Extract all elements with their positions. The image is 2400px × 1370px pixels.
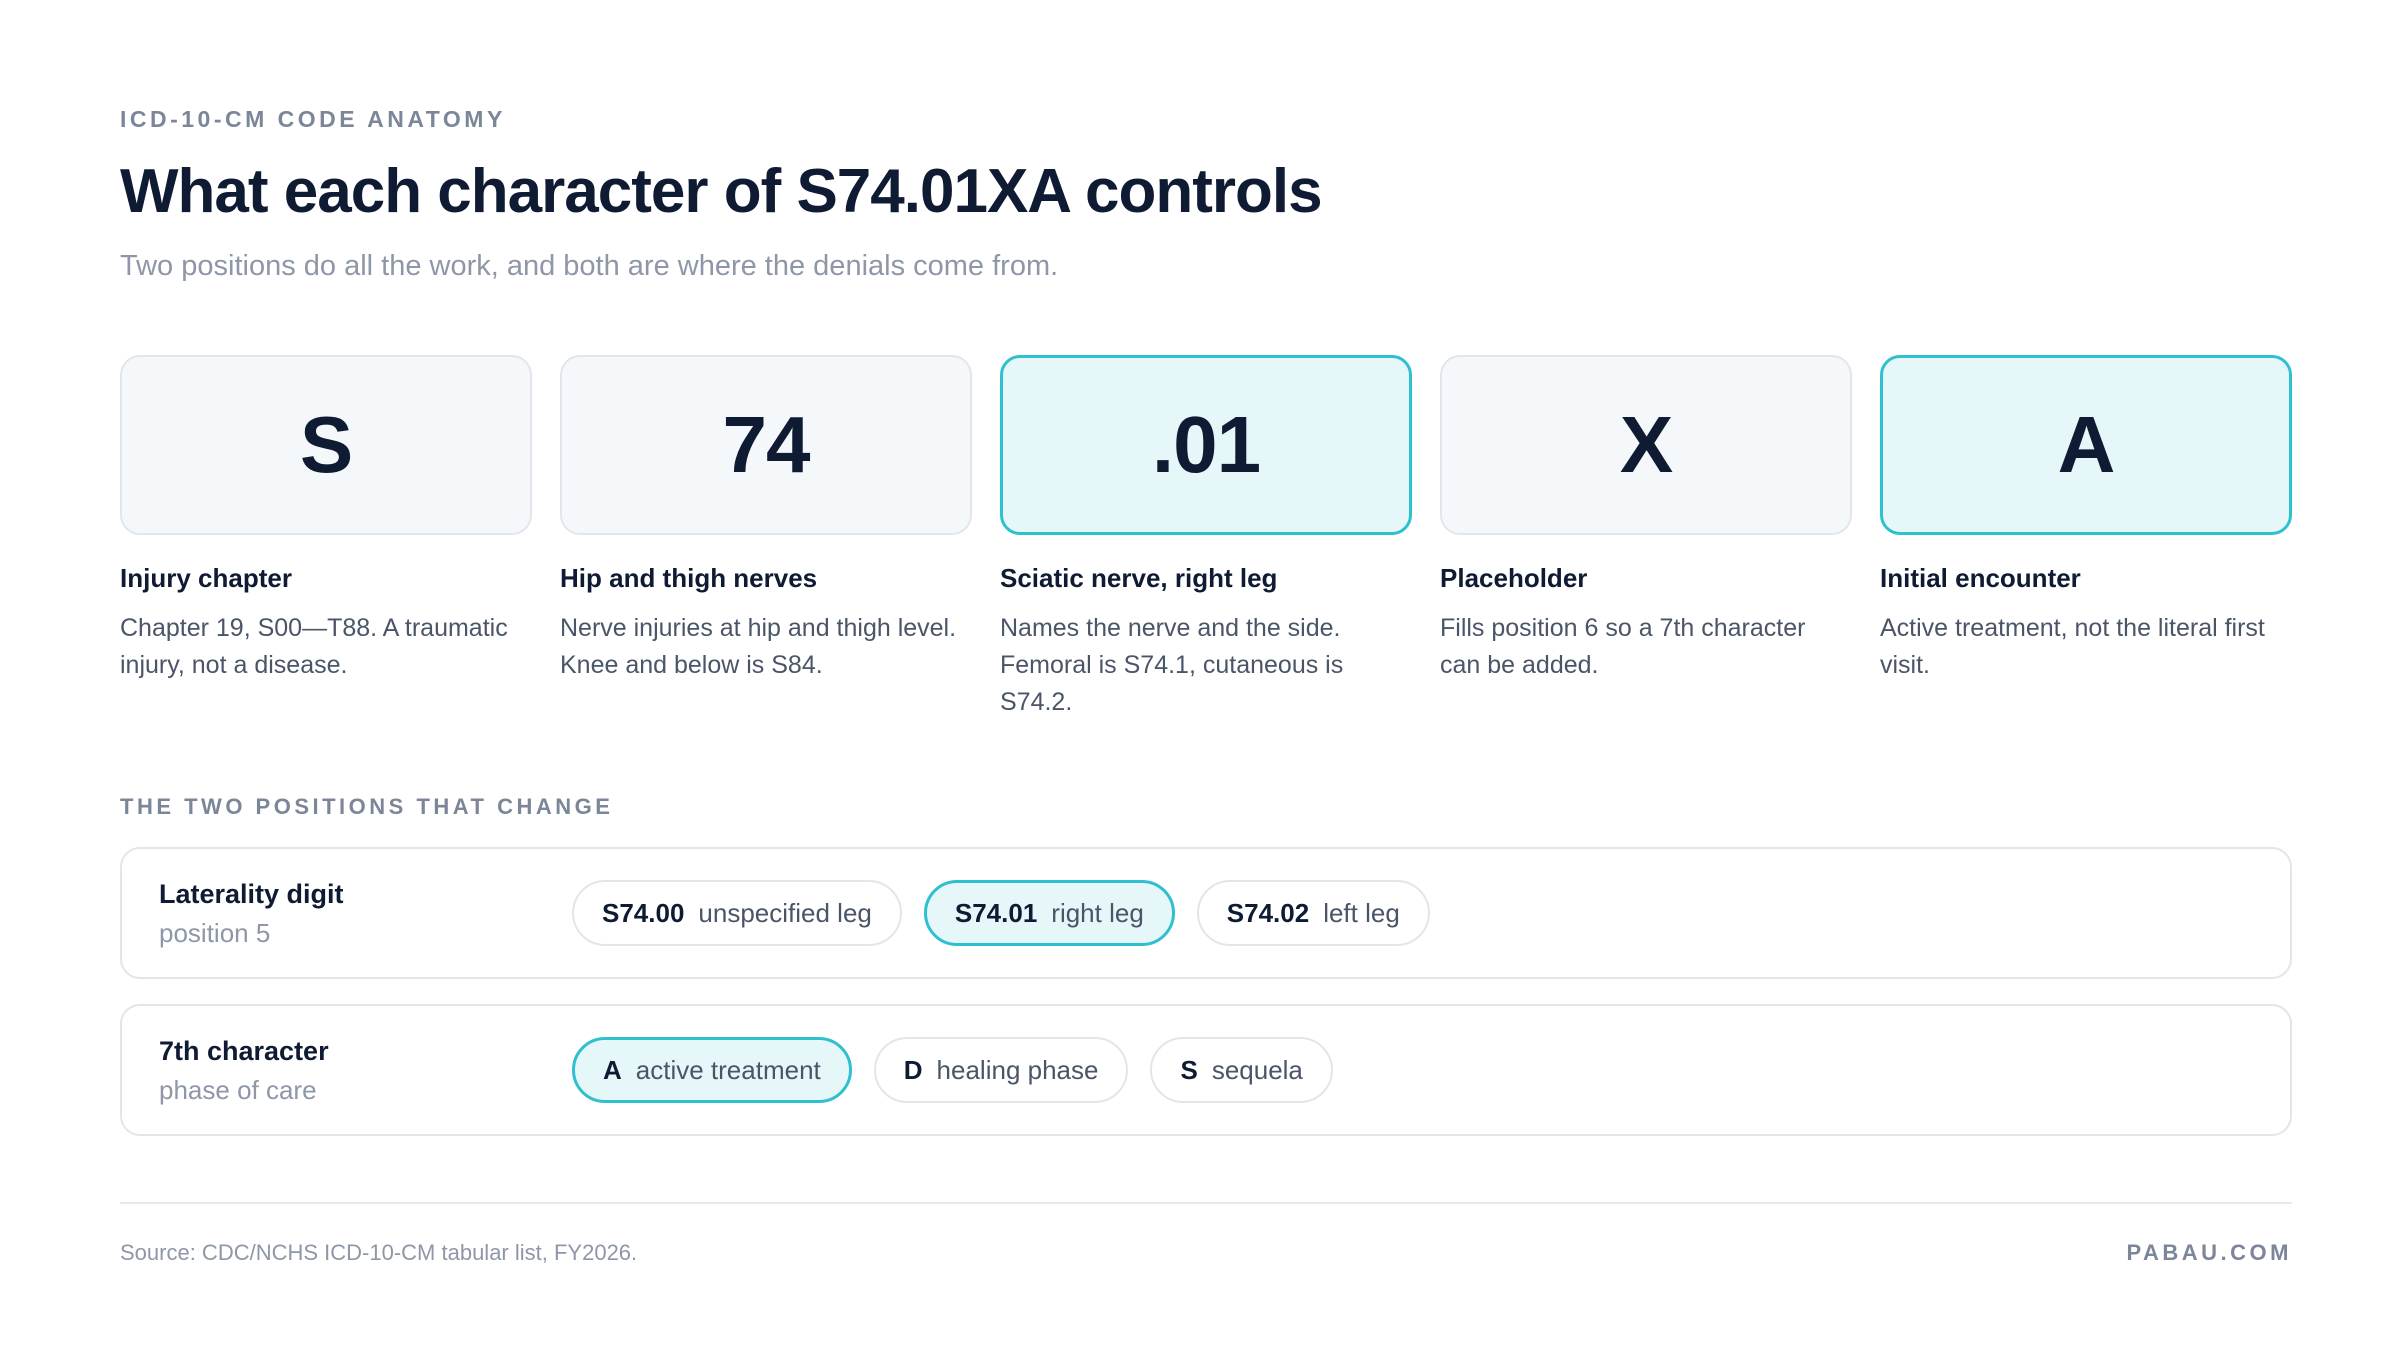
code-char: A (2057, 400, 2116, 489)
card-label: Placeholder (1440, 563, 1588, 593)
position-meta: 7th character phase of care (159, 1036, 329, 1106)
card-subcategory: .01 Sciatic nerve, right leg Names the n… (1000, 355, 1412, 721)
card-label: Hip and thigh nerves (560, 563, 818, 593)
eyebrow: ICD-10-CM CODE ANATOMY (120, 106, 506, 132)
code-box-highlighted: A (1880, 355, 2292, 535)
card-description: Nerve injuries at hip and thigh level. K… (560, 614, 957, 679)
chip-text: sequela (1211, 1054, 1303, 1085)
code-box-highlighted: .01 (1000, 355, 1412, 535)
position-row-laterality: Laterality digit position 5 S74.00 unspe… (120, 847, 2292, 979)
option-chips: A active treatment D healing phase S seq… (572, 1037, 1333, 1103)
chip-text: right leg (1051, 897, 1144, 928)
code-box: X (1440, 355, 1852, 535)
code-char: 74 (722, 400, 811, 489)
chip-text: active treatment (635, 1054, 821, 1085)
chip-text: unspecified leg (698, 897, 872, 928)
page-title: What each character of S74.01XA controls (120, 157, 1323, 226)
position-row-seventh: 7th character phase of care A active tre… (120, 1004, 2292, 1136)
card-placeholder: X Placeholder Fills position 6 so a 7th … (1440, 355, 1852, 721)
card-chapter: S Injury chapter Chapter 19, S00—T88. A … (120, 355, 532, 721)
card-label: Sciatic nerve, right leg (1000, 563, 1278, 593)
code-box: 74 (560, 355, 972, 535)
card-label: Initial encounter (1880, 563, 2081, 593)
chip-code: D (903, 1054, 923, 1085)
option-chips: S74.00 unspecified leg S74.01 right leg … (572, 880, 1430, 946)
card-encounter: A Initial encounter Active treatment, no… (1880, 355, 2292, 721)
option-chip[interactable]: S74.00 unspecified leg (572, 880, 902, 946)
card-description: Fills position 6 so a 7th character can … (1440, 614, 1806, 679)
option-chip[interactable]: D healing phase (873, 1037, 1129, 1103)
position-name: 7th character (159, 1036, 329, 1066)
option-chip[interactable]: S74.02 left leg (1196, 880, 1430, 946)
page-subtitle: Two positions do all the work, and both … (120, 250, 1059, 282)
brand-logo[interactable]: PABAU.COM (2126, 1240, 2292, 1265)
page: ICD-10-CM CODE ANATOMY What each charact… (120, 0, 2292, 1370)
card-description: Names the nerve and the side. Femoral is… (1000, 614, 1344, 716)
position-name: Laterality digit (159, 879, 344, 909)
chip-code: S74.01 (954, 897, 1038, 928)
code-char: .01 (1151, 400, 1261, 489)
code-box: S (120, 355, 532, 535)
option-chip[interactable]: S sequela (1150, 1037, 1333, 1103)
card-label: Injury chapter (120, 563, 292, 593)
section-label: THE TWO POSITIONS THAT CHANGE (120, 794, 614, 819)
code-char: X (1619, 400, 1673, 489)
option-chip-selected[interactable]: S74.01 right leg (923, 880, 1175, 946)
card-description: Chapter 19, S00—T88. A traumatic injury,… (120, 614, 508, 679)
code-char: S (299, 400, 353, 489)
position-sub: phase of care (159, 1075, 317, 1105)
chip-code: A (603, 1054, 622, 1085)
card-category: 74 Hip and thigh nerves Nerve injuries a… (560, 355, 972, 721)
option-chip-selected[interactable]: A active treatment (572, 1037, 852, 1103)
position-sub: position 5 (159, 918, 271, 948)
card-description: Active treatment, not the literal first … (1880, 614, 2265, 679)
source-note: Source: CDC/NCHS ICD-10-CM tabular list,… (120, 1240, 638, 1265)
chip-code: S74.00 (602, 897, 685, 928)
code-cards: S Injury chapter Chapter 19, S00—T88. A … (120, 355, 2292, 721)
footer-divider (120, 1202, 2292, 1204)
chip-code: S74.02 (1226, 897, 1310, 928)
chip-text: healing phase (936, 1054, 1099, 1085)
position-meta: Laterality digit position 5 (159, 879, 344, 949)
chip-code: S (1180, 1054, 1198, 1085)
chip-text: left leg (1323, 897, 1400, 928)
